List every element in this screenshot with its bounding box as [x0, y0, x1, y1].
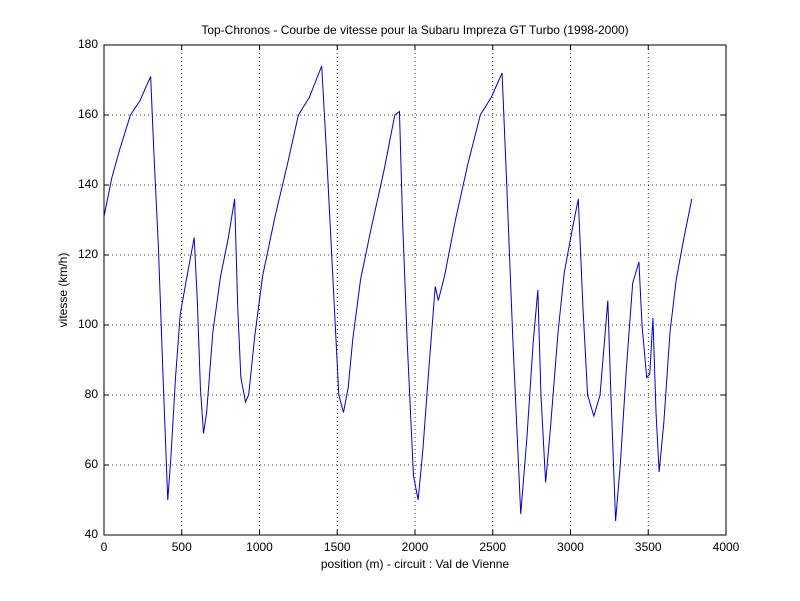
x-tick-label: 500 [172, 540, 192, 554]
y-tick-label: 100 [78, 317, 98, 331]
x-tick-label: 1500 [324, 540, 351, 554]
y-tick-label: 40 [85, 527, 99, 541]
y-tick-label: 60 [85, 457, 99, 471]
y-axis-label: vitesse (km/h) [56, 253, 70, 328]
y-tick-label: 160 [78, 107, 98, 121]
speed-line [103, 65, 693, 522]
x-tick-label: 2500 [479, 540, 506, 554]
x-axis-label: position (m) - circuit : Val de Vienne [321, 557, 510, 571]
y-tick-label: 120 [78, 247, 98, 261]
x-tick-label: 3000 [557, 540, 584, 554]
x-tick-label: 2000 [402, 540, 429, 554]
y-tick-label: 140 [78, 177, 98, 191]
plot-frame [103, 44, 727, 536]
chart-title: Top-Chronos - Courbe de vitesse pour la … [201, 23, 628, 37]
y-tick-label: 80 [85, 387, 99, 401]
x-tick-label: 0 [101, 540, 108, 554]
x-tick-label: 4000 [713, 540, 740, 554]
x-tick-label: 3500 [635, 540, 662, 554]
y-tick-label: 180 [78, 37, 98, 51]
x-tick-label: 1000 [246, 540, 273, 554]
